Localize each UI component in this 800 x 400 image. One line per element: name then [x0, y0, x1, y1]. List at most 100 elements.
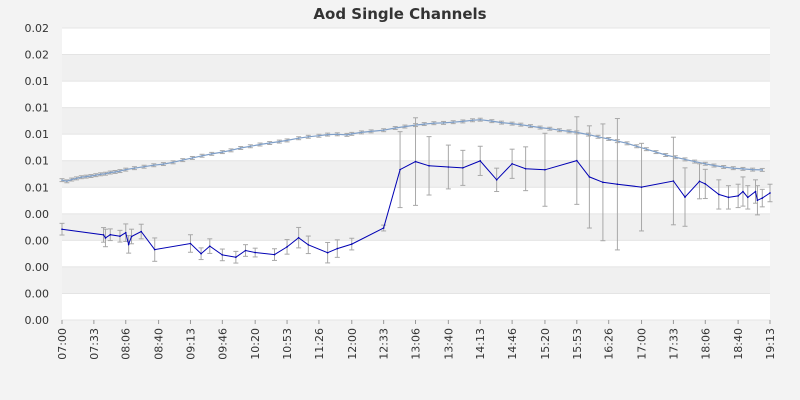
data-point: [278, 140, 281, 143]
data-point: [382, 227, 385, 229]
data-point: [66, 180, 68, 183]
data-point: [208, 245, 211, 247]
data-point: [462, 167, 464, 169]
y-tick-label: 0.01: [25, 155, 50, 168]
data-point: [414, 160, 417, 163]
x-tick-label: 18:40: [732, 328, 745, 360]
x-tick-label: 13:06: [410, 328, 423, 360]
data-point: [172, 161, 174, 164]
data-point: [346, 134, 348, 136]
data-point: [133, 167, 136, 169]
data-point: [597, 135, 599, 138]
data-point: [423, 123, 426, 125]
data-point: [587, 133, 590, 136]
data-point: [684, 158, 686, 161]
data-point: [558, 129, 561, 131]
y-tick-label: 0.01: [25, 75, 50, 88]
data-point: [471, 119, 474, 122]
data-point: [80, 176, 83, 179]
x-tick-label: 15:20: [539, 328, 552, 360]
data-point: [61, 228, 63, 230]
data-point: [761, 169, 764, 171]
data-point: [85, 175, 87, 178]
y-tick-label: 0.01: [25, 128, 50, 141]
data-point: [635, 145, 638, 148]
data-point: [360, 131, 363, 134]
data-point: [539, 126, 541, 129]
x-tick-label: 07:00: [56, 328, 69, 360]
x-tick-label: 14:13: [474, 328, 487, 360]
data-point: [394, 127, 397, 129]
data-point: [576, 159, 578, 162]
data-point: [548, 127, 551, 130]
data-point: [626, 142, 628, 145]
grid-band: [62, 28, 770, 55]
data-point: [102, 234, 105, 236]
data-point: [495, 179, 498, 181]
data-point: [491, 120, 493, 122]
data-point: [235, 256, 237, 259]
data-point: [230, 149, 232, 152]
data-point: [61, 179, 63, 181]
data-point: [511, 162, 513, 165]
data-point: [297, 236, 300, 239]
data-point: [746, 196, 749, 199]
data-point: [704, 183, 707, 185]
data-point: [645, 148, 648, 150]
grid-band: [62, 266, 770, 294]
y-tick-label: 0.02: [25, 49, 50, 62]
x-tick-label: 18:06: [699, 328, 712, 360]
data-point: [698, 180, 701, 183]
data-point: [200, 252, 202, 255]
data-point: [462, 120, 464, 123]
grid-band: [62, 240, 770, 267]
data-point: [249, 145, 252, 148]
x-tick-label: 07:33: [88, 328, 101, 360]
data-point: [588, 176, 591, 178]
x-tick-label: 10:20: [249, 328, 262, 360]
data-point: [674, 156, 677, 159]
y-tick-label: 0.00: [25, 287, 50, 300]
x-tick-label: 08:06: [120, 328, 133, 360]
data-point: [130, 235, 133, 238]
data-point: [568, 130, 570, 133]
data-point: [500, 121, 503, 124]
x-tick-label: 09:13: [184, 328, 197, 360]
data-point: [70, 178, 73, 181]
data-point: [447, 166, 450, 168]
data-point: [718, 193, 720, 196]
data-point: [756, 199, 759, 202]
data-point: [268, 142, 271, 144]
data-point: [273, 253, 276, 256]
data-point: [442, 122, 445, 124]
y-tick-label: 0.00: [25, 261, 50, 274]
data-point: [189, 242, 192, 245]
data-point: [428, 165, 430, 167]
data-point: [602, 181, 604, 184]
y-tick-label: 0.00: [25, 314, 50, 327]
data-point: [286, 246, 288, 248]
data-point: [404, 125, 406, 128]
data-point: [511, 122, 513, 125]
data-point: [109, 233, 112, 236]
data-point: [751, 168, 754, 171]
x-tick-label: 13:40: [442, 328, 455, 360]
data-point: [201, 154, 203, 157]
grid-band: [62, 213, 770, 241]
data-point: [119, 170, 121, 172]
data-point: [524, 167, 527, 170]
data-point: [655, 151, 657, 153]
data-point: [143, 165, 145, 168]
data-point: [479, 160, 482, 162]
data-point: [664, 154, 667, 156]
y-tick-label: 0.00: [25, 234, 50, 247]
data-point: [382, 129, 385, 131]
y-tick-label: 0.01: [25, 181, 50, 194]
data-point: [684, 196, 686, 198]
data-point: [769, 192, 771, 194]
data-point: [259, 143, 261, 146]
data-point: [742, 168, 744, 170]
data-point: [370, 130, 372, 133]
x-tick-label: 08:40: [153, 328, 166, 360]
